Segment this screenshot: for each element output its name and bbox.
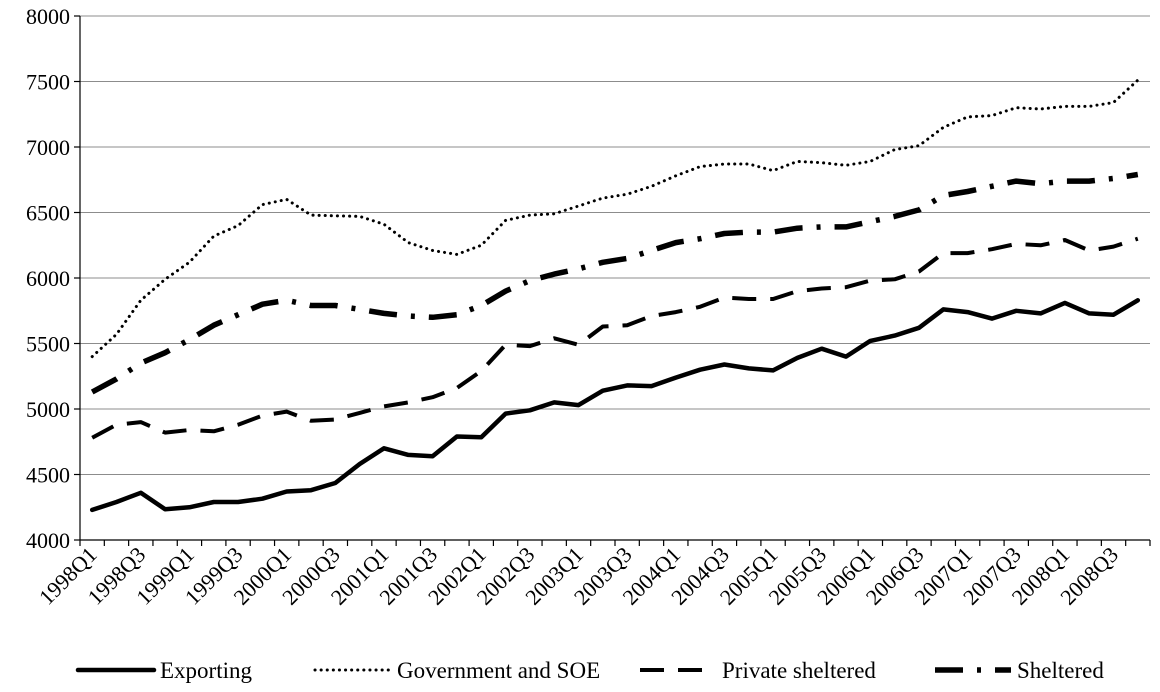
- legend-item-exporting: Exporting: [75, 658, 252, 683]
- series-line-government-and-soe: [90, 78, 1140, 359]
- legend: Exporting Government and SOE Private shelt…: [75, 658, 1104, 683]
- legend-item-government-and-soe: Government and SOE: [313, 658, 600, 683]
- legend-label: Exporting: [160, 658, 252, 683]
- series-lines: [89, 78, 1141, 513]
- legend-label: Sheltered: [1017, 658, 1104, 683]
- y-tick-label: 7500: [26, 70, 70, 95]
- series-line-sheltered: [90, 171, 1139, 395]
- y-tick-label: 6500: [26, 201, 70, 226]
- y-tick-label: 4500: [26, 463, 70, 488]
- y-tick-label: 5000: [26, 397, 70, 422]
- axes: [74, 15, 1151, 546]
- legend-item-sheltered: Sheltered: [935, 658, 1104, 683]
- y-tick-label: 6000: [26, 266, 70, 291]
- series-line-private-sheltered: [91, 236, 1139, 440]
- y-axis-tick-labels: 4000 4500 5000 5500 6000 6500 7000 7500 8000: [26, 4, 70, 553]
- y-tick-label: 5500: [26, 332, 70, 357]
- legend-label: Private sheltered: [722, 658, 876, 683]
- series-line-exporting: [89, 298, 1141, 513]
- x-axis-tick-labels: 1998Q11998Q31999Q11999Q32000Q12000Q32001…: [34, 542, 1123, 610]
- legend-item-private-sheltered: Private sheltered: [640, 658, 876, 683]
- gridlines: [80, 15, 1150, 475]
- y-tick-label: 8000: [26, 4, 70, 29]
- y-tick-label: 4000: [26, 528, 70, 553]
- y-tick-label: 7000: [26, 135, 70, 160]
- legend-label: Government and SOE: [397, 658, 600, 683]
